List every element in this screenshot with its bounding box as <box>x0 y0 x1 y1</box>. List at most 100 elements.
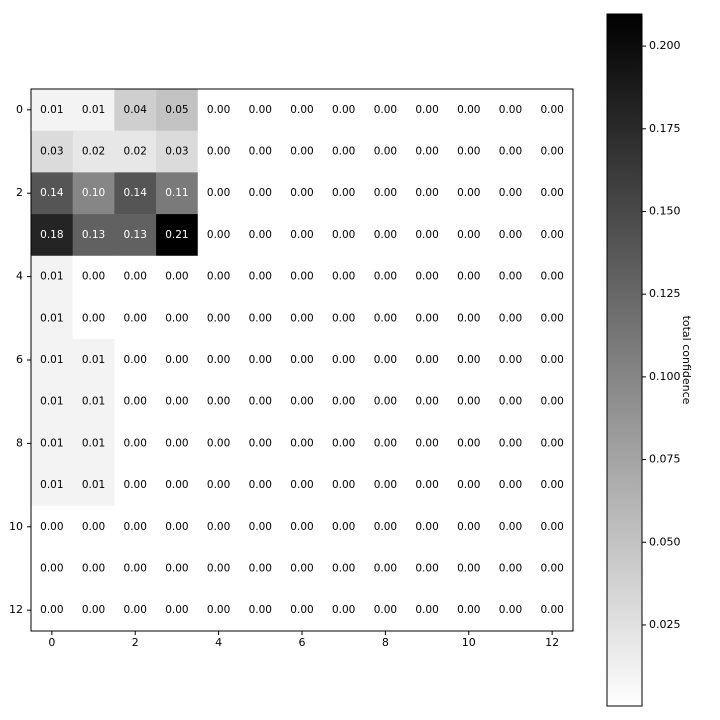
x-tick-label: 4 <box>215 636 222 649</box>
cell-label: 0.00 <box>374 312 397 324</box>
cell <box>156 255 199 298</box>
cell <box>281 172 324 215</box>
cell-label: 0.00 <box>82 604 105 616</box>
cell-label: 0.00 <box>290 437 313 449</box>
colorbar-tick-label: 0.150 <box>649 204 681 217</box>
cell-label: 0.00 <box>207 146 230 158</box>
cell <box>281 464 324 507</box>
cell <box>322 297 365 340</box>
cell-label: 0.00 <box>374 146 397 158</box>
cell-label: 0.00 <box>40 604 63 616</box>
cell <box>489 380 532 423</box>
cell-label: 0.00 <box>415 271 438 283</box>
cell <box>489 422 532 465</box>
cell-label: 0.00 <box>540 312 563 324</box>
cell <box>239 172 282 215</box>
cell-label: 0.00 <box>540 437 563 449</box>
y-tick-label: 12 <box>9 603 23 616</box>
cell-label: 0.00 <box>124 271 147 283</box>
cell <box>156 89 199 131</box>
cell <box>531 172 574 215</box>
cell <box>489 297 532 340</box>
cell <box>447 130 490 173</box>
cell <box>197 464 240 507</box>
cell-label: 0.00 <box>540 104 563 116</box>
cell <box>239 130 282 173</box>
cell-label: 0.00 <box>290 312 313 324</box>
cell-label: 0.00 <box>457 562 480 574</box>
cell-label: 0.00 <box>165 354 188 366</box>
cell-label: 0.00 <box>499 396 522 408</box>
cell <box>364 339 407 382</box>
cell <box>531 547 574 590</box>
cell-label: 0.13 <box>82 229 105 241</box>
cell <box>406 297 449 340</box>
cell-label: 0.00 <box>540 229 563 241</box>
cell-label: 0.00 <box>249 271 272 283</box>
cell-label: 0.00 <box>165 437 188 449</box>
cell <box>489 172 532 215</box>
cell-label: 0.00 <box>374 187 397 199</box>
cell <box>156 464 199 507</box>
x-tick-label: 2 <box>132 636 139 649</box>
cell-label: 0.00 <box>207 312 230 324</box>
cell <box>447 255 490 298</box>
cell <box>31 297 73 340</box>
cell-label: 0.00 <box>207 271 230 283</box>
cell-label: 0.00 <box>249 146 272 158</box>
cell <box>197 130 240 173</box>
heatmap <box>31 89 574 632</box>
cell <box>197 380 240 423</box>
cell <box>239 380 282 423</box>
cell <box>156 297 199 340</box>
cell <box>322 130 365 173</box>
cell <box>531 380 574 423</box>
cell <box>156 589 199 632</box>
cell-label: 0.00 <box>540 479 563 491</box>
cell <box>531 589 574 632</box>
cell-label: 0.01 <box>82 437 105 449</box>
cell <box>281 297 324 340</box>
cell <box>197 172 240 215</box>
cell-label: 0.00 <box>374 271 397 283</box>
cell <box>239 422 282 465</box>
cell <box>406 214 449 257</box>
cell-label: 0.00 <box>415 604 438 616</box>
cell <box>489 339 532 382</box>
cell-label: 0.00 <box>332 146 355 158</box>
cell-label: 0.00 <box>374 104 397 116</box>
cell-label: 0.00 <box>124 437 147 449</box>
cell <box>322 255 365 298</box>
cell-label: 0.00 <box>499 562 522 574</box>
x-tick-label: 0 <box>48 636 55 649</box>
cell-label: 0.00 <box>374 521 397 533</box>
cell <box>239 214 282 257</box>
cell-label: 0.03 <box>40 146 63 158</box>
cell <box>31 130 73 173</box>
cell <box>364 130 407 173</box>
cell <box>364 422 407 465</box>
cell <box>447 422 490 465</box>
cell-label: 0.00 <box>249 312 272 324</box>
cell-label: 0.00 <box>457 521 480 533</box>
cell-label: 0.00 <box>457 604 480 616</box>
cell <box>322 339 365 382</box>
cell <box>322 422 365 465</box>
colorbar-tick-label: 0.200 <box>649 39 681 52</box>
cell <box>281 214 324 257</box>
cell-label: 0.00 <box>82 271 105 283</box>
cell-label: 0.00 <box>82 521 105 533</box>
cell <box>281 130 324 173</box>
cell-label: 0.00 <box>415 187 438 199</box>
cell <box>364 255 407 298</box>
cell <box>531 130 574 173</box>
cell <box>531 339 574 382</box>
cell <box>281 589 324 632</box>
cell <box>281 547 324 590</box>
cell <box>322 380 365 423</box>
cell <box>489 505 532 548</box>
cell <box>31 89 73 131</box>
colorbar-tick-label: 0.050 <box>649 535 681 548</box>
cell <box>114 214 157 257</box>
cell-label: 0.00 <box>124 396 147 408</box>
